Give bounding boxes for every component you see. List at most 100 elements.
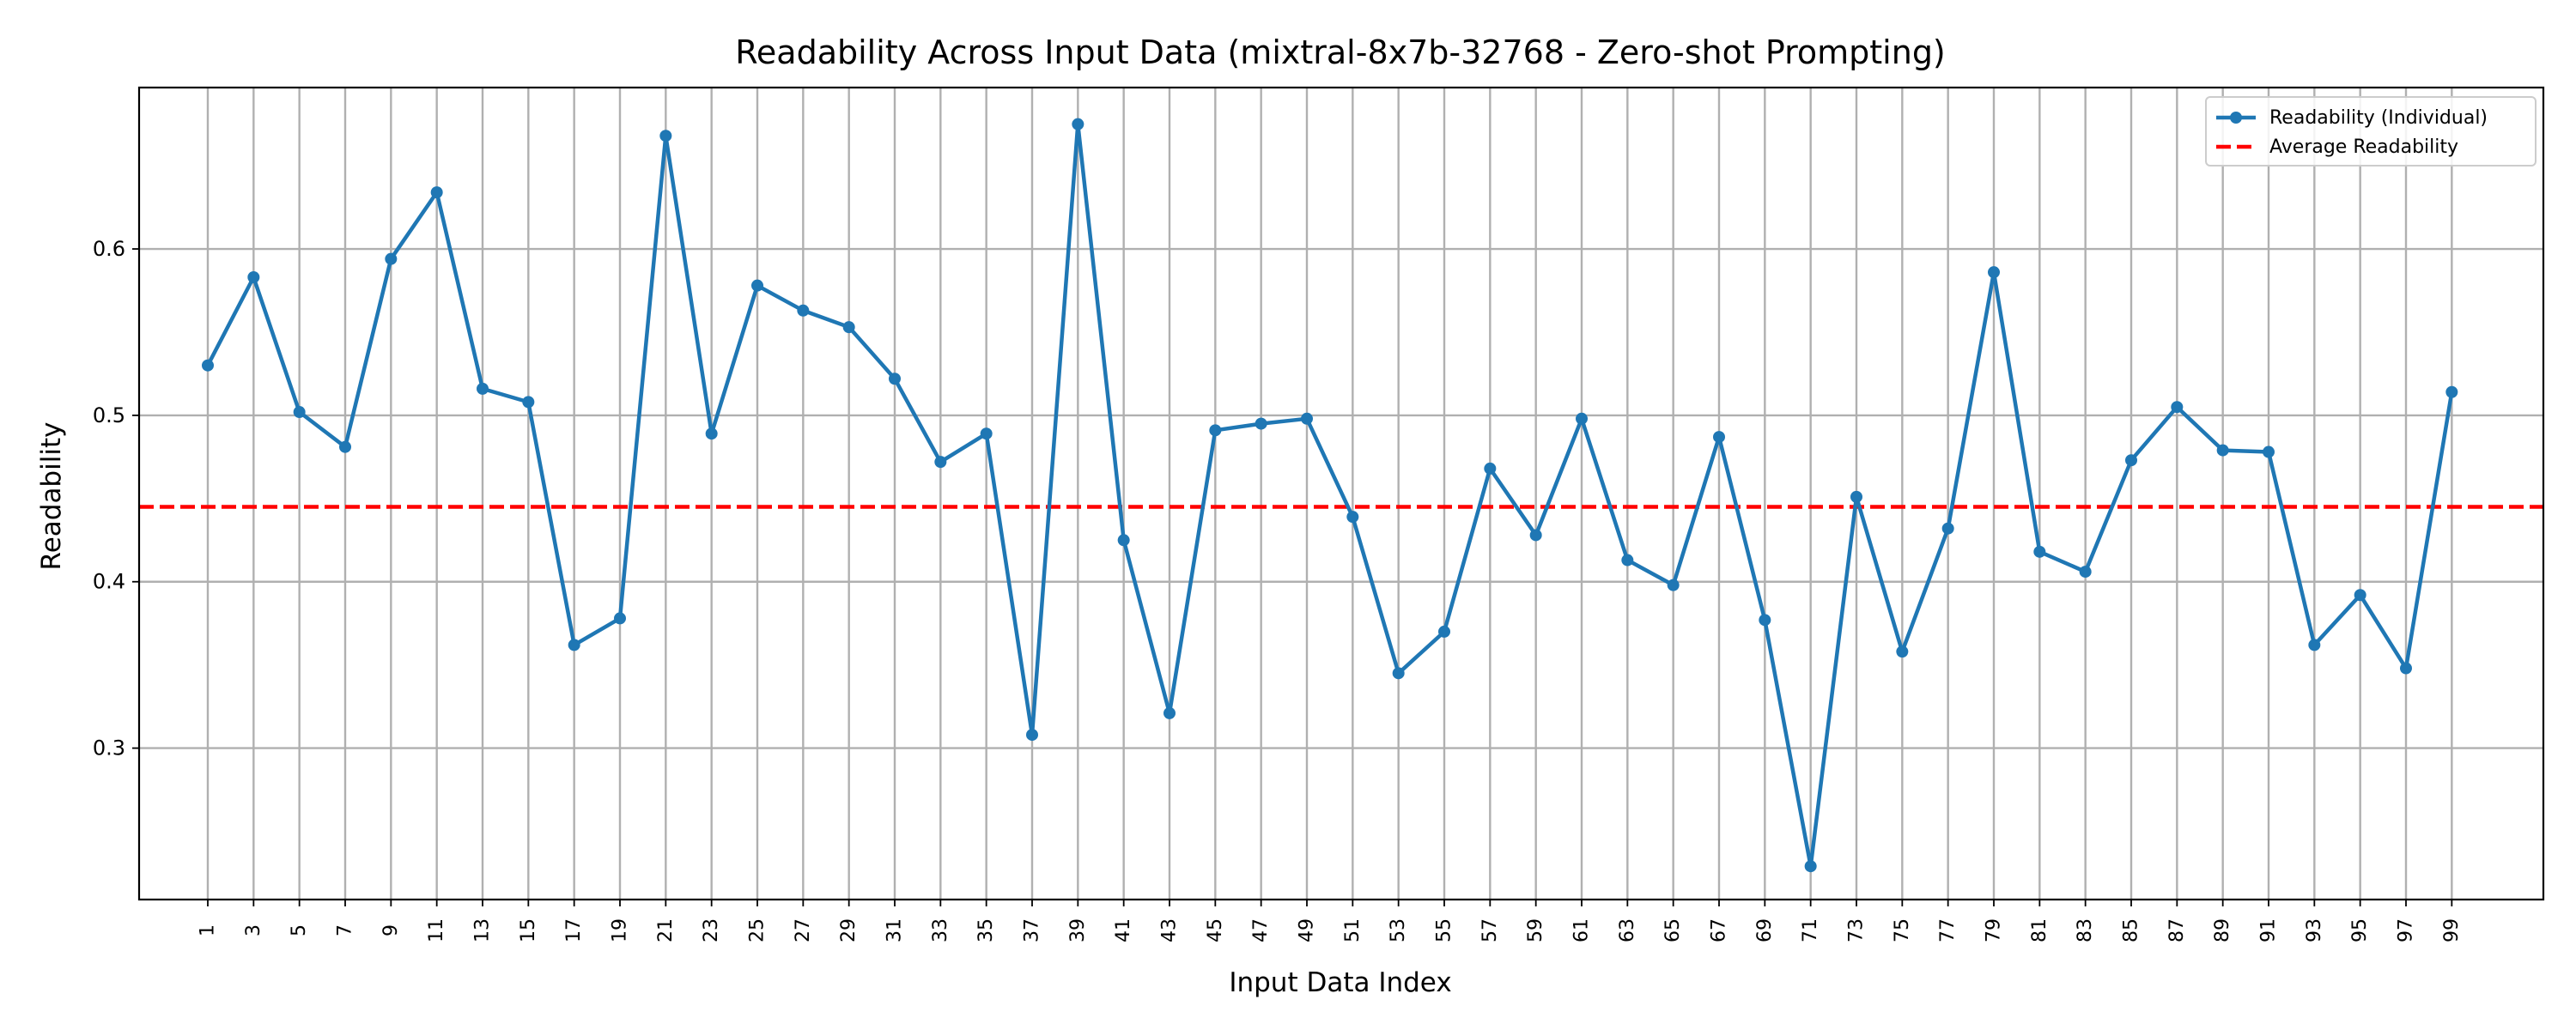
readability-point (1484, 462, 1497, 475)
x-tick-label: 89 (2212, 918, 2233, 942)
readability-point (1529, 529, 1542, 542)
readability-point (1667, 579, 1680, 591)
x-tick-label: 63 (1617, 918, 1638, 942)
readability-point (1209, 424, 1222, 437)
x-tick-label: 67 (1709, 918, 1730, 942)
plot-frame (137, 86, 2545, 901)
x-tick-label: 9 (380, 924, 402, 936)
x-tick-label: 87 (2166, 918, 2188, 942)
chart-title: Readability Across Input Data (mixtral-8… (735, 33, 1946, 71)
x-tick-label: 27 (793, 918, 814, 942)
readability-point (430, 186, 443, 199)
readability-point (2125, 454, 2137, 467)
readability-series-line (206, 122, 2454, 869)
readability-point (1804, 860, 1817, 873)
x-tick-label: 99 (2441, 918, 2463, 942)
readability-point (1163, 706, 1176, 719)
readability-point (1576, 412, 1588, 425)
x-tick-label: 97 (2396, 918, 2417, 942)
readability-point (1392, 667, 1405, 680)
x-axis-label: Input Data Index (1229, 967, 1451, 998)
readability-point (1759, 614, 1771, 627)
y-tick-label: 0.4 (93, 570, 125, 594)
x-tick-label: 25 (747, 918, 769, 942)
x-tick-label: 15 (518, 918, 539, 942)
readability-point (1301, 412, 1313, 425)
y-tick-label: 0.5 (93, 403, 125, 427)
readability-point (1621, 554, 1634, 566)
x-tick-label: 5 (289, 924, 310, 936)
readability-point (1896, 645, 1909, 658)
readability-point (1850, 490, 1862, 503)
x-tick-label: 49 (1297, 918, 1318, 942)
axes: 1 3 5 7 9 11 13 15 17 19 21 23 25 27 29 31 33 35 37 39 41 43 4… (93, 86, 2545, 942)
readability-point (2308, 639, 2321, 651)
x-tick-label: 79 (1984, 918, 2005, 942)
readability-point (2171, 401, 2184, 414)
readability-point (568, 639, 580, 651)
y-axis-label: Readability (36, 422, 67, 571)
readability-point (2445, 385, 2458, 398)
x-tick-label: 41 (1113, 918, 1134, 942)
x-tick-label: 19 (610, 918, 631, 942)
readability-point (1255, 417, 1267, 430)
legend-label-average: Average Readability (2269, 136, 2458, 158)
x-tick-label: 17 (563, 918, 585, 942)
readability-point (1346, 511, 1359, 524)
x-tick-label: 65 (1662, 918, 1684, 942)
y-tick-label: 0.3 (93, 736, 125, 760)
readability-point (477, 382, 489, 395)
readability-point (889, 373, 901, 385)
grid-lines (139, 88, 2543, 900)
x-tick-label: 81 (2029, 918, 2050, 942)
readability-point (2263, 445, 2275, 458)
readability-point (614, 612, 626, 625)
readability-point (1026, 729, 1038, 742)
x-tick-label: 69 (1754, 918, 1776, 942)
x-tick-label: 93 (2304, 918, 2325, 942)
x-tick-label: 73 (1846, 918, 1868, 942)
x-tick-label: 57 (1479, 918, 1501, 942)
readability-point (339, 440, 351, 453)
series-layer (202, 118, 2458, 873)
x-tick-label: 37 (1022, 918, 1043, 942)
readability-point (842, 321, 855, 334)
x-tick-label: 45 (1205, 918, 1226, 942)
readability-point (1941, 522, 1954, 535)
x-tick-label: 77 (1937, 918, 1959, 942)
x-tick-label: 95 (2349, 918, 2371, 942)
readability-point (202, 359, 214, 372)
x-tick-label: 53 (1388, 918, 1409, 942)
x-tick-label: 23 (701, 918, 722, 942)
readability-point (1438, 625, 1450, 638)
x-tick-label: 13 (472, 918, 494, 942)
readability-point (705, 427, 718, 440)
readability-point (2354, 589, 2366, 602)
x-tick-label: 55 (1434, 918, 1455, 942)
readability-point (385, 252, 398, 265)
readability-point (1988, 266, 2000, 279)
x-tick-label: 35 (975, 918, 997, 942)
x-tick-label: 71 (1800, 918, 1821, 942)
x-tick-label: 47 (1250, 918, 1272, 942)
x-tick-label: 3 (243, 924, 264, 936)
readability-point (934, 456, 947, 469)
x-tick-label: 43 (1159, 918, 1181, 942)
readability-point (2079, 566, 2092, 579)
readability-point (247, 270, 260, 283)
legend-label-individual: Readability (Individual) (2269, 107, 2488, 129)
readability-point (659, 130, 672, 142)
readability-point (293, 406, 306, 419)
y-tick-label: 0.6 (93, 237, 125, 261)
x-tick-label: 1 (197, 924, 219, 936)
x-tick-label: 59 (1525, 918, 1546, 942)
readability-point (980, 427, 993, 440)
readability-point (1117, 534, 1130, 547)
readability-point (1713, 431, 1725, 444)
x-tick-label: 51 (1342, 918, 1364, 942)
x-tick-label: 31 (884, 918, 906, 942)
x-tick-label: 29 (838, 918, 860, 942)
readability-point (2400, 662, 2412, 675)
